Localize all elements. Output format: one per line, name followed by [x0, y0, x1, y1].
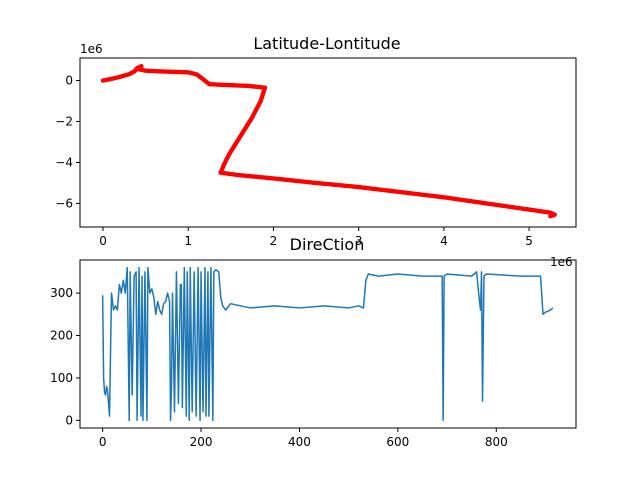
y-tick-label: 200: [50, 329, 73, 343]
y-tick-label: −2: [55, 115, 73, 129]
x-tick-label: 800: [485, 435, 508, 449]
track-point: [548, 213, 553, 219]
y-tick-label: 300: [50, 286, 73, 300]
direction-y-axis: 0 100 200 300: [50, 286, 80, 427]
x-tick-label: 2: [270, 234, 278, 248]
map-chart: Latitude-Lontitude 1e6 1e6 0 1 2 3 4 5 0 −2 −4 −…: [55, 34, 577, 269]
direction-chart: DireCtion 0 200 400 600 800 0 100 200 300: [50, 235, 577, 449]
x-tick-label: 5: [525, 234, 533, 248]
direction-line: [101, 266, 554, 422]
x-tick-label: 1: [184, 234, 192, 248]
x-tick-label: 4: [440, 234, 448, 248]
direction-x-axis: 0 200 400 600 800: [99, 428, 508, 449]
map-y-offset-label: 1e6: [80, 42, 103, 56]
direction-plot-frame: [79, 259, 577, 429]
x-tick-label: 600: [386, 435, 409, 449]
y-tick-label: −6: [55, 196, 73, 210]
y-tick-label: −4: [55, 155, 73, 169]
map-x-offset-label: 1e6: [550, 255, 573, 269]
direction-series: [101, 266, 554, 422]
y-tick-label: 100: [50, 371, 73, 385]
x-tick-label: 0: [99, 435, 107, 449]
x-tick-label: 400: [288, 435, 311, 449]
x-tick-label: 0: [99, 234, 107, 248]
direction-chart-title: DireCtion: [290, 235, 365, 254]
y-tick-label: 0: [65, 413, 73, 427]
map-x-axis: 0 1 2 3 4 5: [99, 227, 533, 248]
y-tick-label: 0: [65, 74, 73, 88]
map-y-axis: 0 −2 −4 −6: [55, 74, 80, 210]
map-plot-frame: [79, 57, 577, 228]
x-tick-label: 3: [355, 234, 363, 248]
x-tick-label: 200: [190, 435, 213, 449]
map-chart-title: Latitude-Lontitude: [253, 34, 400, 53]
map-track: [100, 63, 557, 219]
